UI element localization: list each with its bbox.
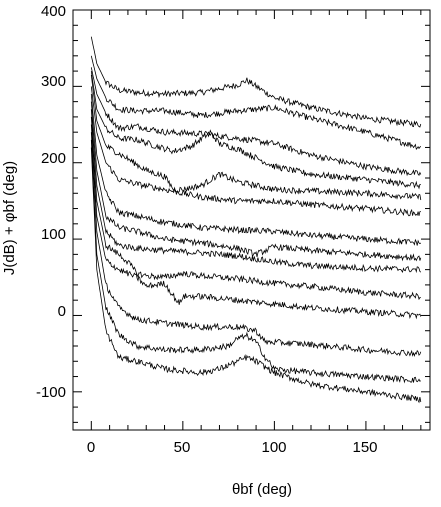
axis-ticks [73,9,430,430]
series-lines [90,36,422,404]
series-line-12 [90,132,422,357]
series-line-8 [90,101,422,262]
y-axis-title: J(dB) + φbf (deg) [1,161,18,275]
y-tick-label-300: 300 [41,73,66,90]
series-line-3 [90,67,422,177]
series-line-1 [90,36,422,128]
x-axis-title: θbf (deg) [232,481,292,498]
x-tick-label-150: 150 [352,439,377,456]
x-tick-label-0: 0 [87,439,95,456]
x-tick-label-100: 100 [261,439,286,456]
y-tick-label-200: 200 [41,150,66,167]
series-line-13 [90,139,421,384]
series-line-9 [90,109,422,274]
y-tick-label-neg100: -100 [36,384,66,401]
series-line-14 [90,147,422,404]
series-line-5 [90,74,422,201]
y-tick-label-400: 400 [41,3,66,20]
x-tick-label-50: 50 [174,439,191,456]
series-line-6 [90,86,421,217]
plot-frame [72,9,431,431]
series-line-11 [90,124,422,320]
series-line-10 [90,116,421,301]
y-tick-label-100: 100 [41,226,66,243]
series-line-7 [90,93,422,246]
series-line-4 [90,71,421,190]
y-tick-label-0: 0 [58,303,66,320]
series-line-2 [90,55,422,150]
